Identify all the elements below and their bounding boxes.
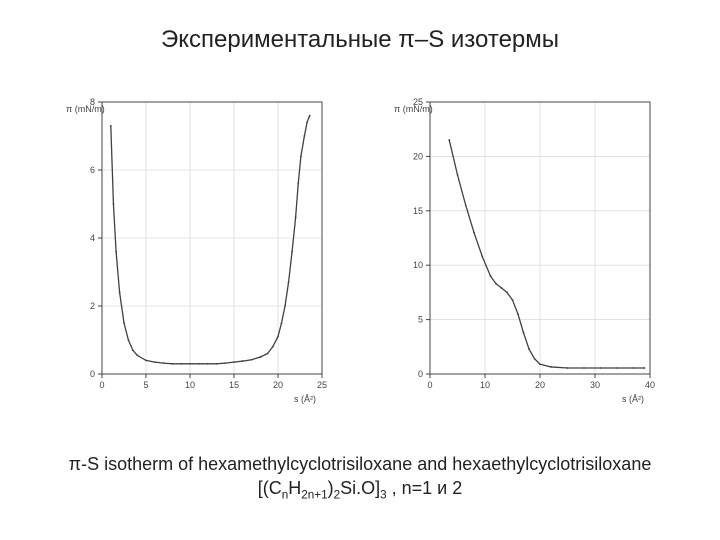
- caption-line-2: [(CnH2n+1)2Si.O]3 , n=1 и 2: [258, 478, 463, 498]
- slide-title: Экспериментальные π–S изотермы: [0, 26, 720, 54]
- svg-text:0: 0: [427, 380, 432, 390]
- svg-text:20: 20: [273, 380, 283, 390]
- svg-text:0: 0: [99, 380, 104, 390]
- svg-text:20: 20: [535, 380, 545, 390]
- svg-text:25: 25: [317, 380, 327, 390]
- charts-row: 051015202502468s (Å²)π (mN/m) 0102030400…: [0, 88, 720, 418]
- isotherm-chart-right: 0102030400510152025s (Å²)π (mN/m): [384, 88, 664, 408]
- svg-text:40: 40: [645, 380, 655, 390]
- svg-text:30: 30: [590, 380, 600, 390]
- slide-caption: π-S isotherm of hexamethylcyclotrisiloxa…: [0, 452, 720, 504]
- svg-text:0: 0: [418, 369, 423, 379]
- svg-text:π (mN/m): π (mN/m): [66, 104, 105, 114]
- svg-text:10: 10: [413, 260, 423, 270]
- svg-text:6: 6: [90, 165, 95, 175]
- svg-text:s (Å²): s (Å²): [294, 394, 316, 404]
- svg-text:π (mN/m): π (mN/m): [394, 104, 433, 114]
- svg-text:15: 15: [413, 206, 423, 216]
- svg-text:4: 4: [90, 233, 95, 243]
- svg-text:5: 5: [143, 380, 148, 390]
- svg-text:2: 2: [90, 301, 95, 311]
- svg-text:10: 10: [185, 380, 195, 390]
- svg-text:20: 20: [413, 151, 423, 161]
- isotherm-chart-left: 051015202502468s (Å²)π (mN/m): [56, 88, 336, 408]
- svg-text:15: 15: [229, 380, 239, 390]
- svg-text:10: 10: [480, 380, 490, 390]
- svg-text:0: 0: [90, 369, 95, 379]
- svg-text:s (Å²): s (Å²): [622, 394, 644, 404]
- svg-text:5: 5: [418, 315, 423, 325]
- caption-line-1: π-S isotherm of hexamethylcyclotrisiloxa…: [69, 454, 652, 474]
- slide: Экспериментальные π–S изотермы 051015202…: [0, 0, 720, 540]
